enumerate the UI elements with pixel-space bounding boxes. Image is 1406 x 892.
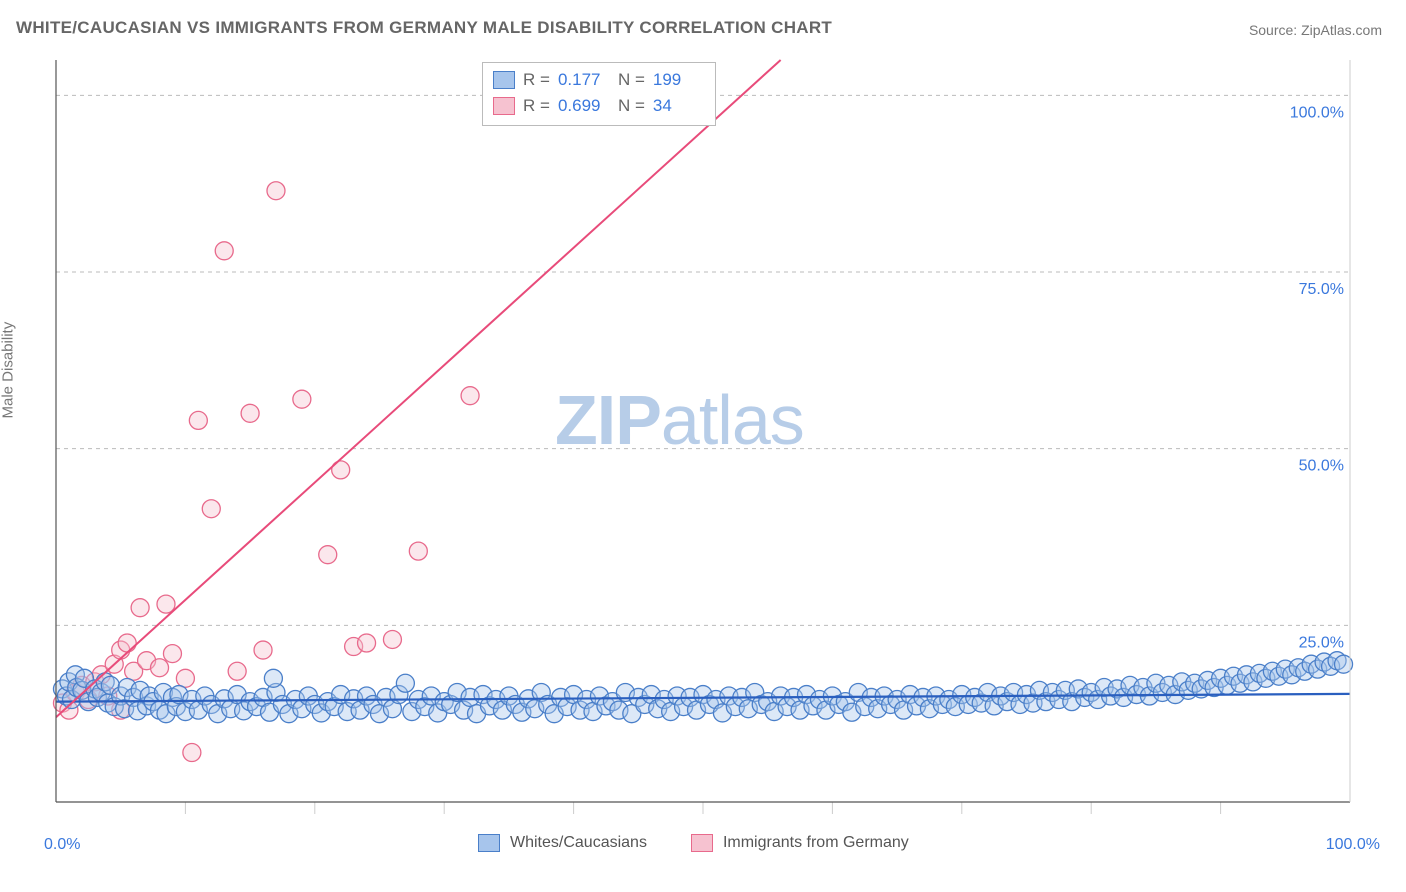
- correlation-legend: R = 0.177 N = 199 R = 0.699 N = 34: [482, 62, 716, 126]
- bottom-swatch-blue: [478, 834, 500, 852]
- n-value-2: 34: [653, 93, 705, 119]
- n-value-1: 199: [653, 67, 705, 93]
- r-value-1: 0.177: [558, 67, 610, 93]
- x-tick-0: 0.0%: [44, 836, 80, 854]
- legend-row-2: R = 0.699 N = 34: [493, 93, 705, 119]
- bottom-legend: Whites/Caucasians Immigrants from German…: [478, 834, 909, 852]
- y-axis-label: Male Disability: [0, 322, 17, 419]
- chart-title: WHITE/CAUCASIAN VS IMMIGRANTS FROM GERMA…: [16, 18, 832, 38]
- bottom-label-1: Whites/Caucasians: [510, 834, 647, 852]
- n-prefix-2: N =: [618, 93, 645, 119]
- n-prefix: N =: [618, 67, 645, 93]
- svg-text:50.0%: 50.0%: [1299, 458, 1344, 475]
- bottom-swatch-pink: [691, 834, 713, 852]
- source-label: Source: ZipAtlas.com: [1249, 22, 1382, 38]
- bottom-label-2: Immigrants from Germany: [723, 834, 909, 852]
- legend-swatch-pink: [493, 97, 515, 115]
- legend-swatch-blue: [493, 71, 515, 89]
- svg-text:25.0%: 25.0%: [1299, 634, 1344, 651]
- r-value-2: 0.699: [558, 93, 610, 119]
- svg-text:100.0%: 100.0%: [1290, 104, 1344, 121]
- legend-row-1: R = 0.177 N = 199: [493, 67, 705, 93]
- chart-svg: 25.0% 50.0% 75.0% 100.0%: [50, 56, 1374, 814]
- svg-text:75.0%: 75.0%: [1299, 281, 1344, 298]
- r-prefix-2: R =: [523, 93, 550, 119]
- r-prefix: R =: [523, 67, 550, 93]
- x-tick-100: 100.0%: [1326, 836, 1380, 854]
- chart-area: 25.0% 50.0% 75.0% 100.0%: [50, 56, 1374, 814]
